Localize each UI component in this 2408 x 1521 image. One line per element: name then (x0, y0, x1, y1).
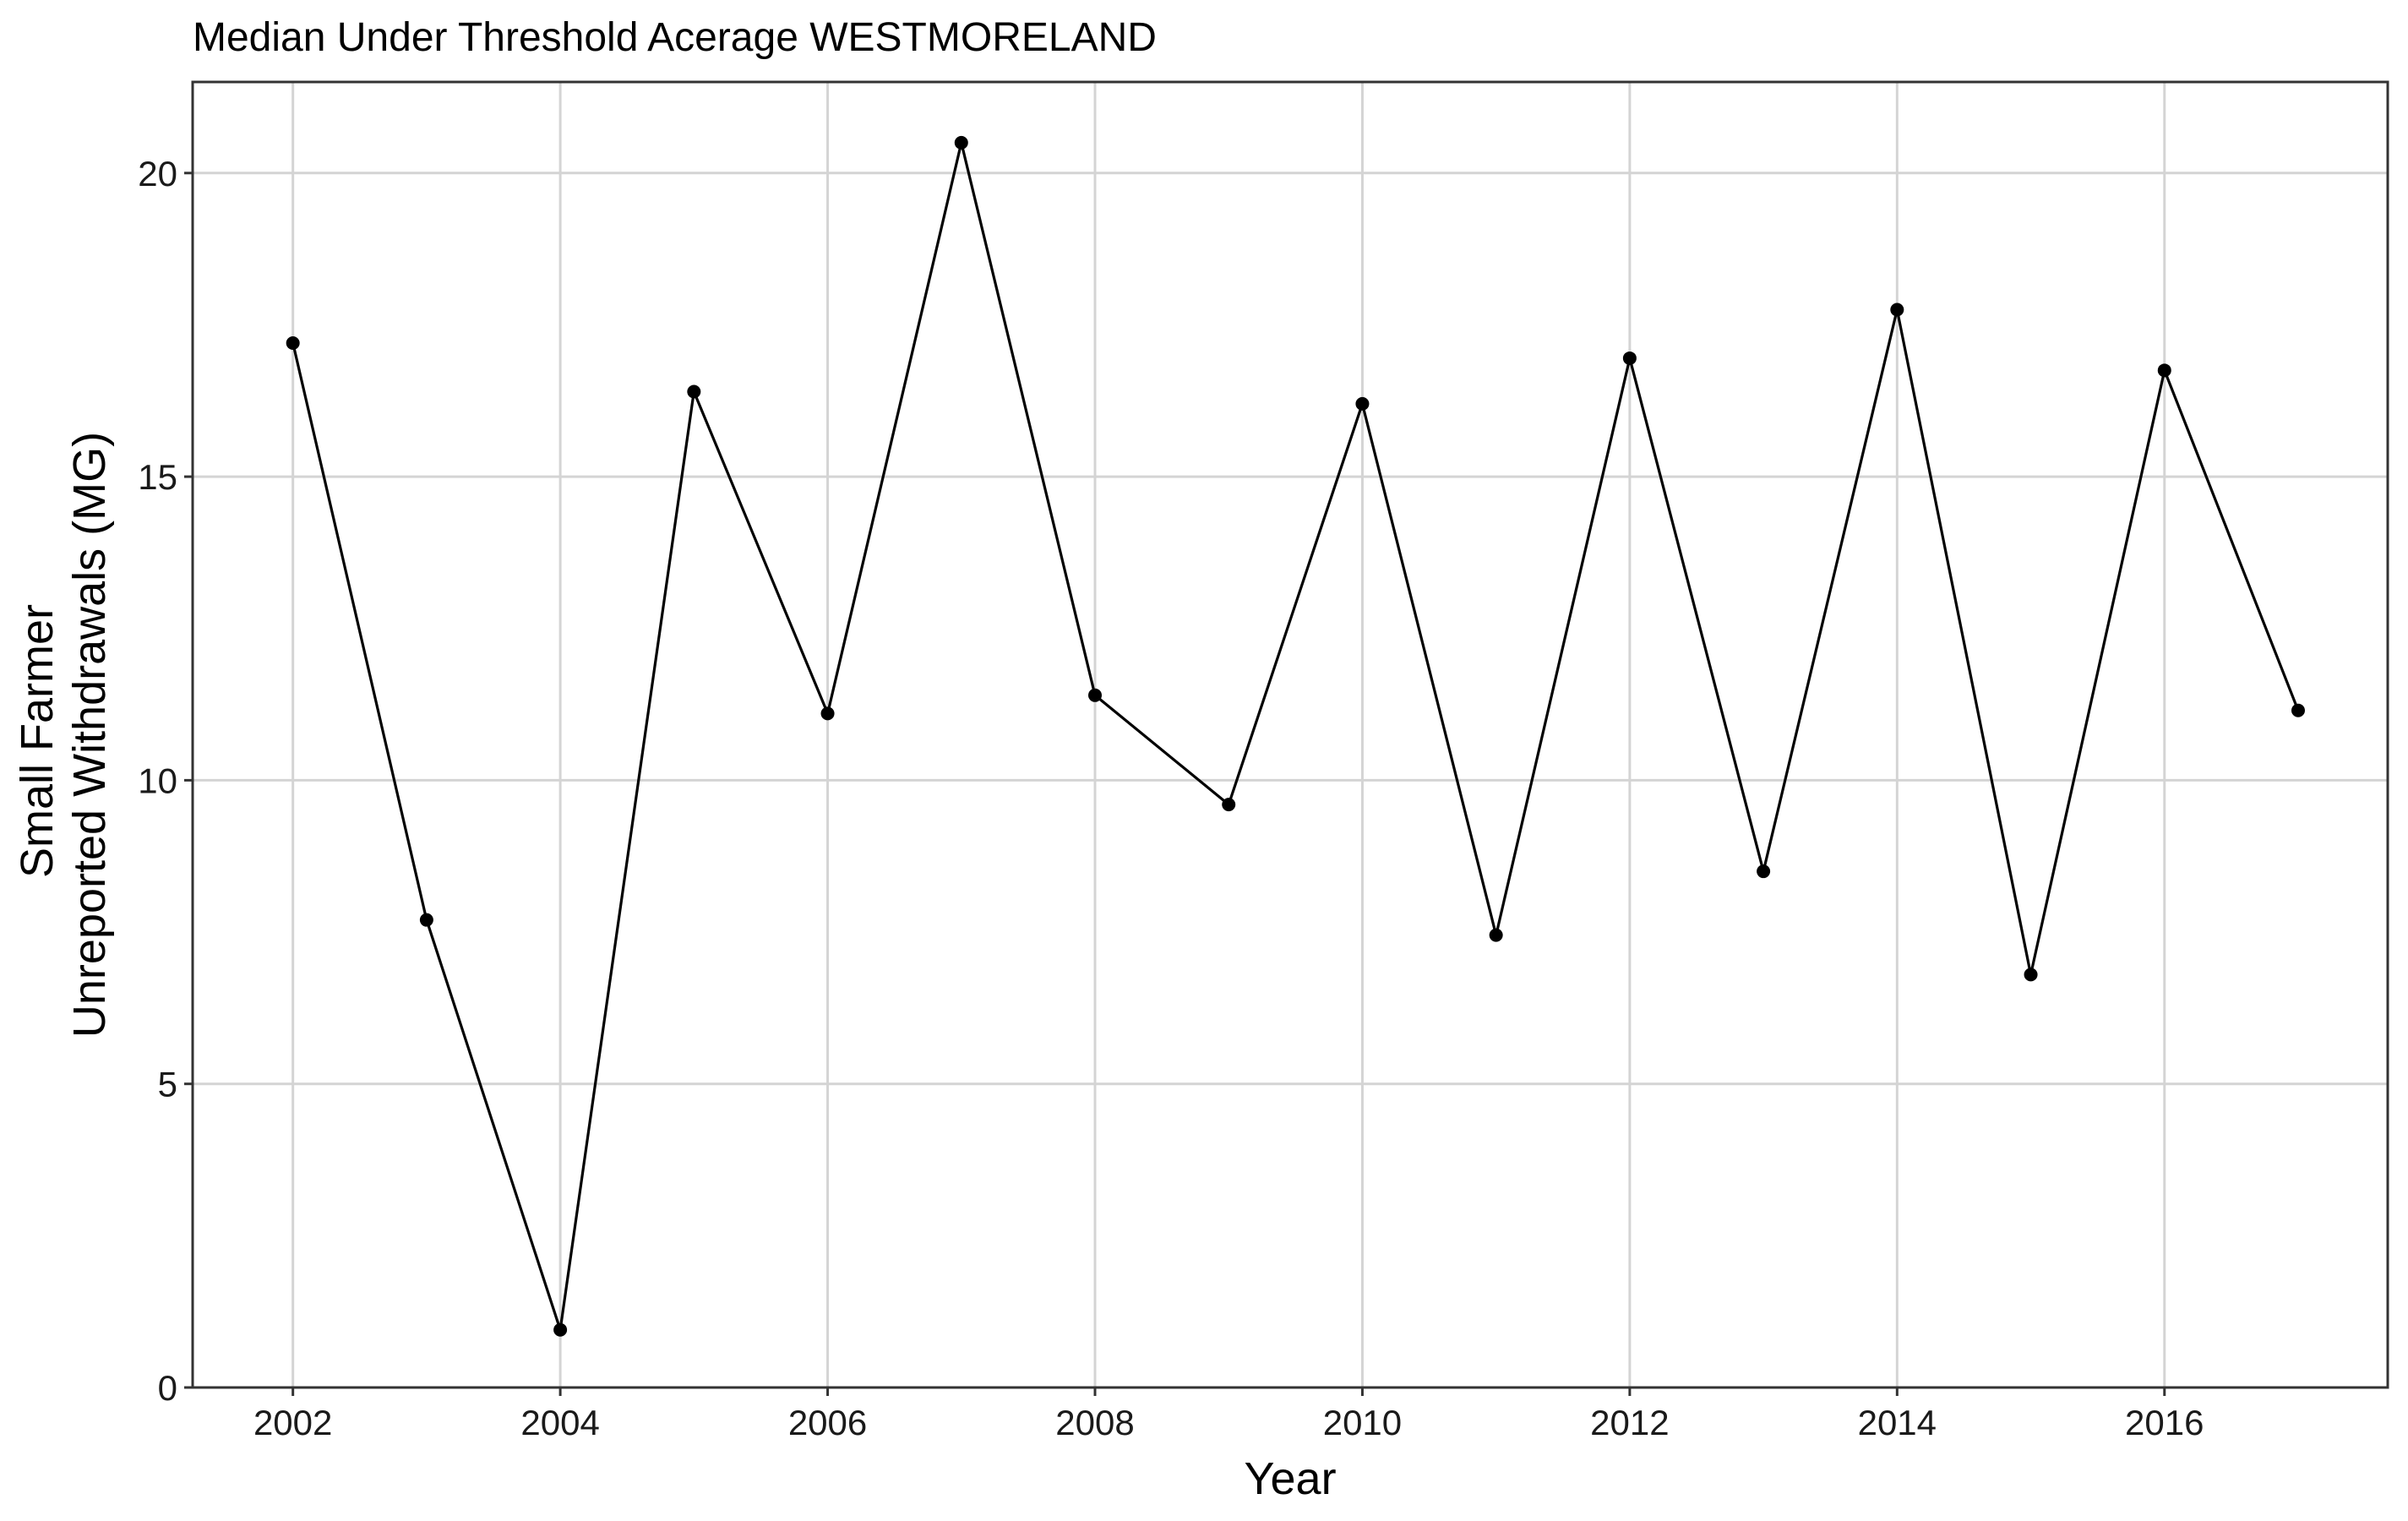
data-point (419, 913, 433, 927)
data-series (286, 135, 2305, 1337)
y-tick-label: 15 (138, 457, 177, 497)
plot-panel-border (191, 80, 2389, 1389)
data-point (553, 1322, 568, 1337)
y-axis-title: Small Farmer Unreported Withdrawals (MG) (12, 432, 115, 1038)
y-axis-title-line-2: Unreported Withdrawals (MG) (64, 432, 115, 1038)
data-point (1355, 396, 1370, 411)
x-tick-label: 2004 (520, 1403, 599, 1442)
x-tick-label: 2010 (1323, 1403, 1402, 1442)
data-point (2291, 703, 2305, 717)
x-tick-label: 2016 (2125, 1403, 2204, 1442)
data-point (954, 135, 968, 150)
data-point (1087, 688, 1102, 702)
grid-lines (193, 82, 2388, 1389)
y-tick-label: 20 (138, 154, 177, 194)
data-point (1489, 928, 1503, 942)
data-point (820, 706, 835, 721)
y-tick-label: 0 (158, 1368, 177, 1408)
y-axis-title-line-1: Small Farmer (12, 604, 63, 878)
chart-title: Median Under Threshold Acerage WESTMOREL… (193, 15, 1157, 60)
x-tick-label: 2012 (1590, 1403, 1669, 1442)
data-point (1622, 351, 1637, 365)
data-point (1222, 798, 1236, 812)
axis-ticks: 0 5 10 15 20 2002 2004 2006 2008 2010 2012 2014 2016 (138, 154, 2204, 1442)
x-tick-label: 2008 (1055, 1403, 1134, 1442)
data-point (2024, 968, 2038, 982)
x-tick-label: 2006 (788, 1403, 867, 1442)
y-tick-label: 10 (138, 760, 177, 800)
data-point (1757, 864, 1771, 879)
y-tick-label: 5 (158, 1065, 177, 1104)
data-point (687, 384, 701, 399)
data-point (1890, 303, 1904, 317)
x-tick-label: 2014 (1858, 1403, 1937, 1442)
series-line (291, 141, 2300, 1332)
data-point (2157, 363, 2171, 378)
x-tick-label: 2002 (253, 1403, 332, 1442)
x-axis-title: Year (1244, 1453, 1336, 1504)
data-point (286, 336, 300, 350)
